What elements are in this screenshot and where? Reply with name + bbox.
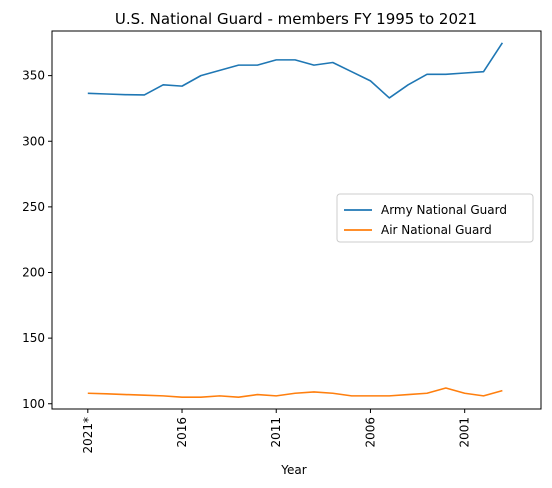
series-line-2 — [87, 387, 503, 398]
plot-area — [87, 42, 504, 398]
y-tick-label: 200 — [22, 266, 45, 280]
plot-frame — [51, 30, 542, 410]
legend-label-1: Army National Guard — [381, 203, 507, 217]
x-tick-label: 2001 — [458, 417, 472, 448]
x-tick-label: 2016 — [175, 417, 189, 448]
y-tick-label: 300 — [22, 134, 45, 148]
x-axis: 2021* 2016 2011 2006 2001 — [81, 409, 472, 454]
y-tick-label: 150 — [22, 331, 45, 345]
x-axis-label: Year — [280, 463, 306, 477]
y-tick-label: 250 — [22, 200, 45, 214]
y-tick-label: 100 — [22, 397, 45, 411]
x-tick-label: 2011 — [269, 417, 283, 448]
x-tick-label: 2006 — [363, 417, 377, 448]
y-tick-label: 350 — [22, 69, 45, 83]
legend-label-2: Air National Guard — [381, 223, 492, 237]
y-axis: 100 150 200 250 300 350 — [22, 69, 52, 411]
series-line-1 — [87, 42, 504, 99]
legend: Army National Guard Air National Guard — [336, 193, 534, 243]
x-tick-label: 2021* — [81, 417, 95, 454]
chart-title: U.S. National Guard - members FY 1995 to… — [115, 10, 477, 28]
legend-box — [336, 193, 534, 243]
